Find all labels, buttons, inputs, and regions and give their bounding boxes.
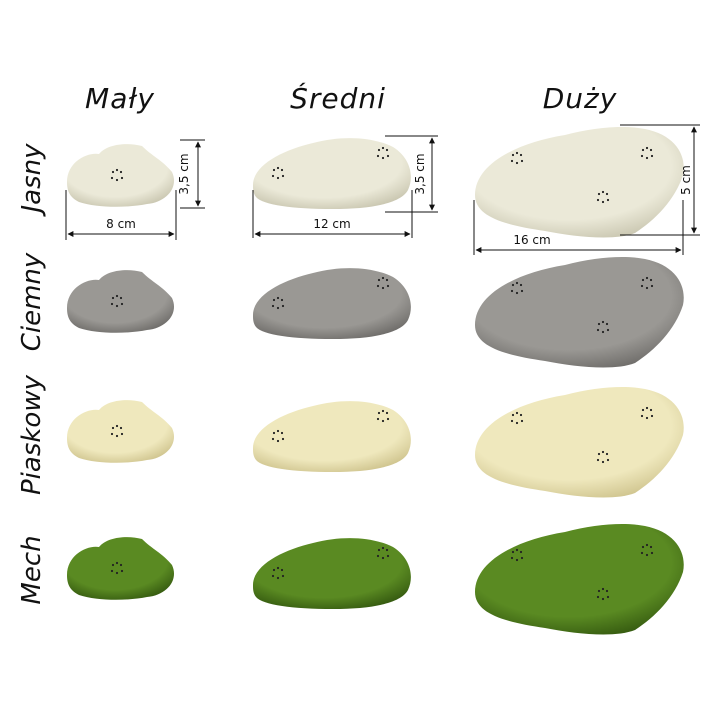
- mounting-holes: [510, 151, 524, 165]
- mounting-holes: [271, 296, 285, 310]
- stone-shape: [67, 270, 175, 333]
- mounting-holes: [510, 281, 524, 295]
- stone-piaskowy-small: [67, 400, 175, 463]
- stone-ciemny-medium: [253, 268, 411, 339]
- large-height-label: 5 cm: [679, 165, 693, 195]
- mounting-holes: [596, 190, 610, 204]
- small-width-label: 8 cm: [106, 217, 136, 231]
- stone-piaskowy-large: [475, 387, 684, 498]
- medium-height-label: 3,5 cm: [413, 153, 427, 194]
- mounting-holes: [110, 561, 124, 575]
- stone-shape: [67, 400, 175, 463]
- stone-shape: [253, 138, 411, 209]
- mounting-holes: [271, 566, 285, 580]
- mounting-holes: [271, 166, 285, 180]
- stone-mech-medium: [253, 538, 411, 609]
- stone-shape: [253, 268, 411, 339]
- mounting-holes: [640, 543, 654, 557]
- mounting-holes: [640, 276, 654, 290]
- small-height-label: 3,5 cm: [177, 153, 191, 194]
- mounting-holes: [376, 546, 390, 560]
- stone-shape: [475, 127, 684, 238]
- mounting-holes: [640, 146, 654, 160]
- stone-shape: [475, 387, 684, 498]
- stone-ciemny-small: [67, 270, 175, 333]
- medium-width-label: 12 cm: [313, 217, 350, 231]
- mounting-holes: [596, 587, 610, 601]
- mounting-holes: [376, 276, 390, 290]
- stone-shape: [67, 144, 175, 207]
- mounting-holes: [596, 450, 610, 464]
- mounting-holes: [110, 294, 124, 308]
- stone-jasny-medium: [253, 138, 411, 209]
- stone-jasny-large: [475, 127, 684, 238]
- mounting-holes: [596, 320, 610, 334]
- stone-shape: [253, 401, 411, 472]
- mounting-holes: [376, 409, 390, 423]
- stone-mech-large: [475, 524, 684, 635]
- dimension-small: [65, 139, 205, 240]
- stone-piaskowy-medium: [253, 401, 411, 472]
- stone-jasny-small: [67, 144, 175, 207]
- mounting-holes: [110, 424, 124, 438]
- stone-shape: [475, 524, 684, 635]
- mounting-holes: [271, 429, 285, 443]
- mounting-holes: [376, 146, 390, 160]
- stone-shape: [253, 538, 411, 609]
- large-width-label: 16 cm: [513, 233, 550, 247]
- stone-shape: [475, 257, 684, 368]
- column-header-medium: Średni: [290, 82, 386, 115]
- mounting-holes: [640, 406, 654, 420]
- stone-shape: [67, 537, 175, 600]
- stone-ciemny-large: [475, 257, 684, 368]
- mounting-holes: [510, 411, 524, 425]
- mounting-holes: [110, 168, 124, 182]
- mounting-holes: [510, 548, 524, 562]
- stone-mech-small: [67, 537, 175, 600]
- column-header-large: Duży: [542, 82, 618, 115]
- dimension-medium: [252, 135, 438, 238]
- column-header-small: Mały: [85, 82, 155, 115]
- dimension-large: [473, 124, 700, 255]
